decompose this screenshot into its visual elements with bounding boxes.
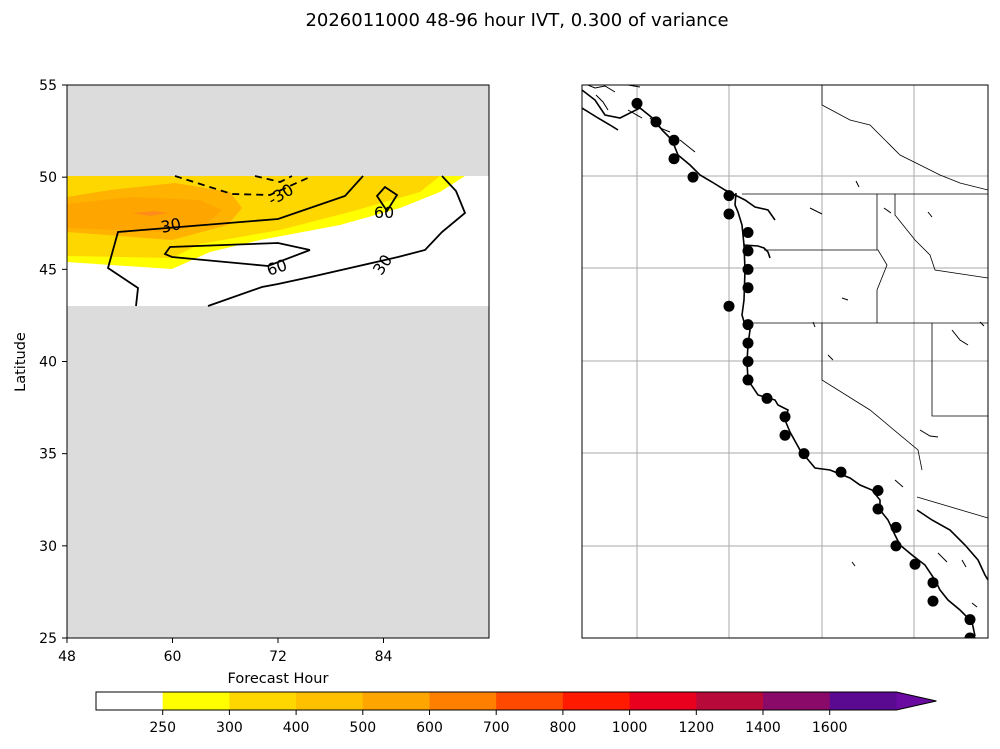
x-tick-label: 60 [164,649,182,665]
y-tick-label: 40 [39,355,57,371]
x-tick-label: 84 [375,649,393,665]
colorbar-tick-label: 1400 [745,720,781,736]
colorbar-tick-label: 600 [416,720,443,736]
x-tick-label: 72 [269,649,287,665]
x-tick-label: 48 [58,649,76,665]
colorbar-segment [696,692,764,710]
contour-label: 60 [374,203,394,222]
map-point [779,411,791,423]
map-gridlines [582,85,988,638]
filled-contour-600 [132,211,168,216]
y-tick-label: 30 [39,539,57,555]
colorbar-segment [362,692,431,710]
state-borders [742,85,988,519]
colorbar-tick-label: 1200 [678,720,714,736]
map-point [668,134,680,146]
colorbar: 250 300 400 500 600 700 800 1000 1200 1400 1600 [95,691,937,736]
map-point [742,245,754,257]
colorbar-outline [95,691,937,711]
colorbar-extend-arrow [896,692,937,710]
map-frame [581,84,989,639]
map-point [723,190,735,202]
map-point [927,595,939,607]
coastline [582,89,988,637]
map-point [798,448,810,460]
colorbar-tick-label: 300 [216,720,243,736]
colorbar-segment [429,692,497,710]
map-panel [581,84,989,639]
contour-line-neg30-upper [254,175,293,183]
contour-line-30-east [207,175,467,307]
map-point [742,263,754,275]
missing-data-background [67,85,489,638]
contour-line-30 [106,175,364,307]
y-tick-label: 55 [39,78,57,94]
map-point [687,171,699,183]
contour-line-60-small [375,185,399,213]
map-point [631,97,643,109]
map-point [835,466,847,478]
y-tick-label: 35 [39,447,57,463]
map-point [890,521,902,533]
colorbar-tick-label: 1600 [812,720,848,736]
map-points [631,97,976,638]
map-point [779,429,791,441]
map-point [890,540,902,552]
y-tick-label: 25 [39,631,57,647]
map-point [668,153,680,165]
map-point [742,374,754,386]
colorbar-segment [496,692,564,710]
map-point [761,392,773,404]
contour-line-neg30 [174,175,313,196]
map-point [742,337,754,349]
colorbar-tick-label: 250 [149,720,176,736]
map-point [964,614,976,626]
colorbar-segment [96,692,164,710]
map-point [742,356,754,367]
map-point [742,282,754,294]
map-point [872,503,884,515]
contour-line-60-loop [163,242,311,267]
map-point [964,632,976,638]
lakes-islands [586,85,985,608]
colorbar-tick-label: 700 [483,720,510,736]
map-point [742,226,754,238]
colorbar-tick-label: 500 [349,720,376,736]
map-point [872,485,884,497]
colorbar-segment [829,692,897,710]
y-axis-label: Latitude [13,332,29,392]
colorbar-segment [162,692,230,710]
colorbar-tick-label: 800 [550,720,577,736]
map-point [909,558,921,570]
axes-ticks: 48 60 72 84 25 30 35 40 45 50 55 [39,78,392,665]
colorbar-segment [629,692,697,710]
map-point [723,300,735,312]
map-point [927,577,939,589]
colorbar-tick-label: 1000 [612,720,648,736]
y-tick-label: 45 [39,262,57,278]
colorbar-tick-label: 400 [283,720,310,736]
colorbar-segment [562,692,631,710]
map-point [723,208,735,220]
colorbar-segment [296,692,364,710]
colorbar-segment [229,692,297,710]
x-axis-label: Forecast Hour [228,671,329,687]
y-tick-label: 50 [39,170,57,186]
map-point [650,116,662,128]
chart-title: 2026011000 48-96 hour IVT, 0.300 of vari… [305,10,728,31]
contour-label: 30 [159,214,183,237]
colorbar-segment [763,692,831,710]
map-point [742,319,754,331]
